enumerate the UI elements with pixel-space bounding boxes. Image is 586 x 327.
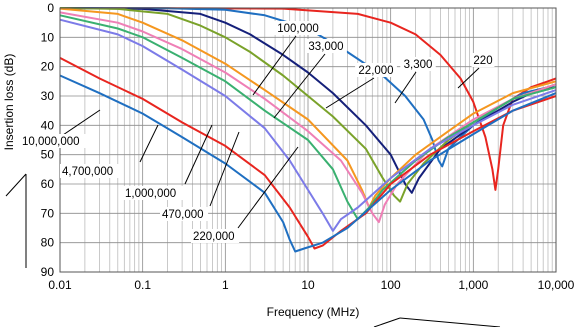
series-line — [59, 7, 557, 203]
x-axis-bracket-left — [373, 317, 401, 327]
y-tick-label: 70 — [41, 206, 55, 220]
y-tick-label: 80 — [41, 236, 55, 250]
y-tick-label: 40 — [41, 118, 55, 132]
callout-leader — [237, 146, 299, 229]
x-tick-labels: 0.01 0.1 1 10 100 1,000 10,000 — [48, 278, 574, 292]
series-line — [59, 18, 557, 232]
series-callout-label: 3,300 — [404, 59, 433, 71]
callout-leader — [273, 53, 326, 119]
x-tick-label: 1 — [222, 278, 229, 292]
callout-label-bg — [20, 134, 87, 148]
series-callout-label: 33,000 — [308, 41, 343, 53]
series-callout-label: 4,700,000 — [62, 166, 113, 178]
x-tick-label: 0.1 — [134, 278, 151, 292]
callout-label-bg — [123, 186, 184, 200]
axis-titles: Frequency (MHz) Insertion loss (dB) — [2, 54, 501, 327]
series-callout-label: 22,000 — [358, 65, 393, 77]
y-tick-label: 10 — [41, 30, 55, 44]
grid — [59, 7, 556, 273]
series-line — [59, 57, 557, 250]
callout-label-bg — [160, 207, 209, 221]
y-tick-label: 30 — [41, 89, 55, 103]
y-axis-title-bracket-top — [5, 173, 27, 197]
callout-leader — [394, 71, 417, 104]
y-axis-title: Insertion loss (dB) — [2, 54, 16, 151]
callout-label-bg — [273, 21, 323, 35]
x-tick-label: 1,000 — [458, 278, 488, 292]
series-callout-label: 1,000,000 — [125, 188, 176, 200]
callout-label-bg — [355, 63, 397, 77]
y-tick-label: 90 — [41, 265, 55, 279]
callout-leader — [325, 77, 375, 109]
callout-group: 100,000 33,000 22,000 3,300 220 10,000,000 4,7… — [20, 21, 495, 243]
callout-label-bg — [305, 39, 347, 53]
callout-label-bg — [471, 53, 495, 67]
y-tick-label: 60 — [41, 177, 55, 191]
callout-leader — [184, 124, 213, 185]
series-callout-label: 470,000 — [162, 209, 204, 221]
y-tick-label: 20 — [41, 60, 55, 74]
callout-leader — [139, 124, 159, 163]
series-callout-label: 220 — [473, 55, 492, 67]
x-axis-title: Frequency (MHz) — [267, 305, 360, 319]
series-line — [59, 14, 557, 221]
series-line — [59, 74, 557, 253]
series-callout-label: 220,000 — [193, 231, 235, 243]
callout-label-bg — [191, 229, 240, 243]
y-tick-label: 50 — [41, 148, 55, 162]
x-axis-bracket — [399, 317, 501, 327]
callout-leader — [457, 67, 480, 89]
x-tick-label: 0.01 — [48, 278, 72, 292]
x-tick-label: 10 — [301, 278, 315, 292]
series-callout-label: 100,000 — [277, 23, 319, 35]
x-tick-label: 10,000 — [538, 278, 575, 292]
series-group — [59, 7, 557, 253]
y-tick-label: 0 — [47, 1, 54, 15]
callout-label-bg — [60, 164, 121, 178]
callout-leader — [252, 35, 297, 96]
callout-label-bg — [400, 57, 436, 71]
callout-leader — [59, 109, 101, 138]
x-tick-label: 100 — [381, 278, 401, 292]
y-tick-labels: 0 10 20 30 40 50 60 70 80 90 — [41, 1, 55, 279]
callout-leader — [209, 131, 240, 207]
series-line — [59, 7, 557, 209]
series-callout-label: 10,000,000 — [22, 136, 80, 148]
